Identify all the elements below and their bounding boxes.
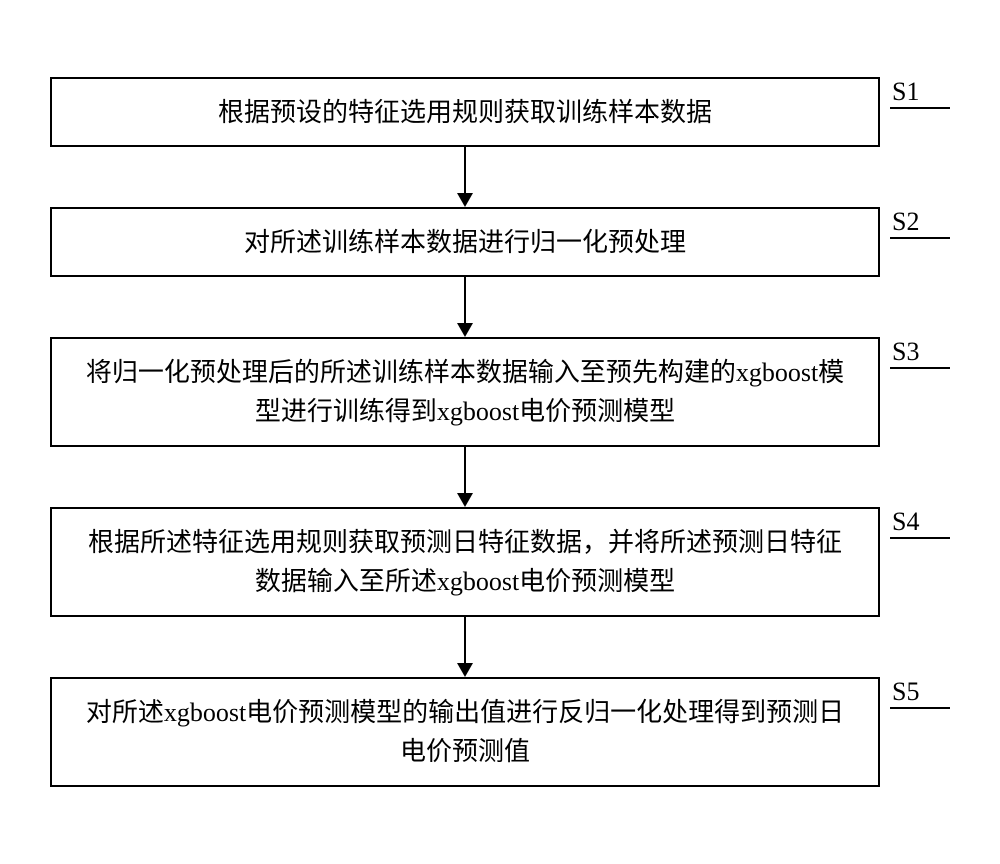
step-label-tick xyxy=(890,237,950,239)
step-row: 根据预设的特征选用规则获取训练样本数据 S1 xyxy=(50,77,950,147)
flow-arrow xyxy=(457,277,473,337)
flow-arrow xyxy=(457,447,473,507)
step-label-stack: S4 xyxy=(890,507,950,539)
step-label-tick xyxy=(890,537,950,539)
flow-step: 对所述xgboost电价预测模型的输出值进行反归一化处理得到预测日电价预测值 S5 xyxy=(50,677,950,787)
step-row: 对所述训练样本数据进行归一化预处理 S2 xyxy=(50,207,950,277)
flow-step: 将归一化预处理后的所述训练样本数据输入至预先构建的xgboost模型进行训练得到… xyxy=(50,337,950,447)
step-label: S1 xyxy=(890,77,919,107)
step-box: 根据所述特征选用规则获取预测日特征数据，并将所述预测日特征数据输入至所述xgbo… xyxy=(50,507,880,617)
flow-step: 对所述训练样本数据进行归一化预处理 S2 xyxy=(50,207,950,277)
flowchart-container: 根据预设的特征选用规则获取训练样本数据 S1 对所述训练样本数据进行归一化预处理 S2… xyxy=(50,77,950,787)
step-label-tick xyxy=(890,107,950,109)
step-row: 根据所述特征选用规则获取预测日特征数据，并将所述预测日特征数据输入至所述xgbo… xyxy=(50,507,950,617)
flow-arrow xyxy=(457,147,473,207)
arrow-line xyxy=(464,277,466,323)
flow-arrow xyxy=(457,617,473,677)
arrow-head-icon xyxy=(457,663,473,677)
step-label: S2 xyxy=(890,207,919,237)
arrow-line xyxy=(464,447,466,493)
step-label: S5 xyxy=(890,677,919,707)
step-box: 对所述xgboost电价预测模型的输出值进行反归一化处理得到预测日电价预测值 xyxy=(50,677,880,787)
step-box: 将归一化预处理后的所述训练样本数据输入至预先构建的xgboost模型进行训练得到… xyxy=(50,337,880,447)
arrow-head-icon xyxy=(457,493,473,507)
step-label-stack: S3 xyxy=(890,337,950,369)
step-label: S3 xyxy=(890,337,919,367)
step-label-stack: S1 xyxy=(890,77,950,109)
step-label-stack: S5 xyxy=(890,677,950,709)
arrow-head-icon xyxy=(457,193,473,207)
flow-step: 根据预设的特征选用规则获取训练样本数据 S1 xyxy=(50,77,950,147)
step-row: 将归一化预处理后的所述训练样本数据输入至预先构建的xgboost模型进行训练得到… xyxy=(50,337,950,447)
step-row: 对所述xgboost电价预测模型的输出值进行反归一化处理得到预测日电价预测值 S5 xyxy=(50,677,950,787)
step-box: 对所述训练样本数据进行归一化预处理 xyxy=(50,207,880,277)
step-label: S4 xyxy=(890,507,919,537)
label-area xyxy=(880,443,950,447)
arrow-line xyxy=(464,617,466,663)
step-label-tick xyxy=(890,707,950,709)
step-box: 根据预设的特征选用规则获取训练样本数据 xyxy=(50,77,880,147)
step-label-stack: S2 xyxy=(890,207,950,239)
label-area xyxy=(880,273,950,277)
arrow-line xyxy=(464,147,466,193)
label-area xyxy=(880,783,950,787)
flow-step: 根据所述特征选用规则获取预测日特征数据，并将所述预测日特征数据输入至所述xgbo… xyxy=(50,507,950,617)
label-area xyxy=(880,143,950,147)
step-label-tick xyxy=(890,367,950,369)
arrow-head-icon xyxy=(457,323,473,337)
label-area xyxy=(880,613,950,617)
